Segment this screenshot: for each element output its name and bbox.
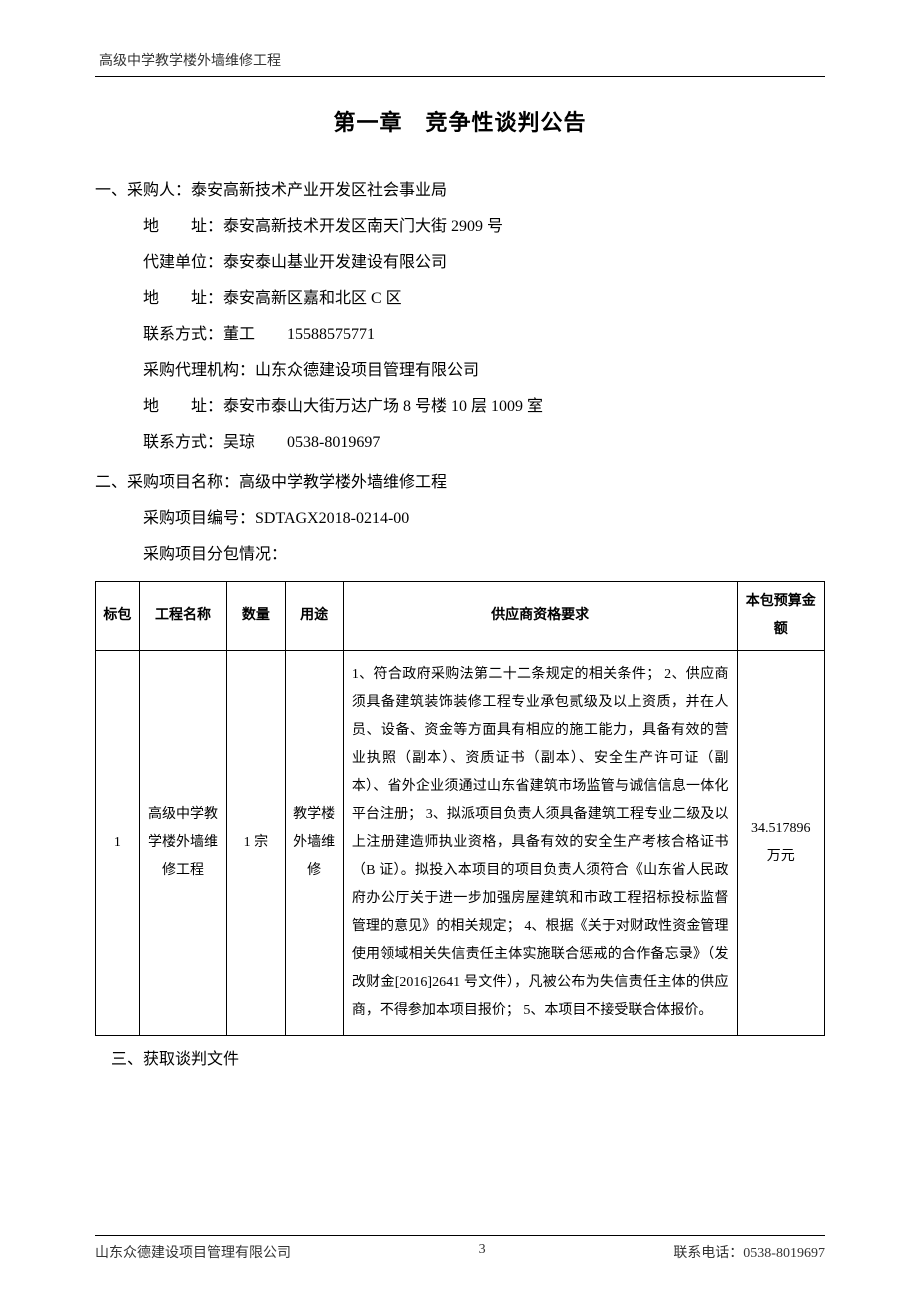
section-3: 三、获取谈判文件 [95,1042,825,1078]
section-1-row: 联系方式：吴琼 0538-8019697 [95,425,825,461]
footer-left: 山东众德建设项目管理有限公司 [95,1242,291,1262]
section-1-row: 代建单位：泰安泰山基业开发建设有限公司 [95,245,825,281]
footer-right: 联系电话：0538-8019697 [673,1242,825,1262]
page-footer: 山东众德建设项目管理有限公司 3 联系电话：0538-8019697 [95,1235,825,1262]
section-3-heading: 三、获取谈判文件 [111,1051,239,1068]
section-1-row: 地 址：泰安高新区嘉和北区 C 区 [95,281,825,317]
cell-budget: 34.517896 万元 [737,651,825,1036]
chapter-title: 第一章 竞争性谈判公告 [95,105,825,137]
section-1-row: 地 址：泰安高新技术开发区南天门大街 2909 号 [95,209,825,245]
section-1-heading: 一、采购人：泰安高新技术产业开发区社会事业局 [95,173,825,209]
cell-qty: 1 宗 [227,651,285,1036]
section-2-row: 采购项目分包情况： [95,537,825,573]
section-1-row: 地 址：泰安市泰山大街万达广场 8 号楼 10 层 1009 室 [95,389,825,425]
cell-use: 教学楼外墙维修 [285,651,343,1036]
footer-page-number: 3 [479,1242,486,1262]
section-1: 一、采购人：泰安高新技术产业开发区社会事业局 地 址：泰安高新技术开发区南天门大… [95,173,825,461]
section-2-heading: 二、采购项目名称：高级中学教学楼外墙维修工程 [95,465,825,501]
th-budget: 本包预算金额 [737,582,825,651]
package-table: 标包 工程名称 数量 用途 供应商资格要求 本包预算金额 1 高级中学教学楼外墙… [95,581,825,1036]
th-name: 工程名称 [139,582,226,651]
table-header-row: 标包 工程名称 数量 用途 供应商资格要求 本包预算金额 [96,582,825,651]
cell-pkg: 1 [96,651,140,1036]
cell-req: 1、符合政府采购法第二十二条规定的相关条件； 2、供应商须具备建筑装饰装修工程专… [343,651,737,1036]
footer-rule [95,1235,825,1236]
header-rule [95,76,825,77]
running-header: 高级中学教学楼外墙维修工程 [95,50,825,70]
th-use: 用途 [285,582,343,651]
section-2: 二、采购项目名称：高级中学教学楼外墙维修工程 采购项目编号：SDTAGX2018… [95,465,825,573]
section-1-row: 联系方式：董工 15588575771 [95,317,825,353]
footer-row: 山东众德建设项目管理有限公司 3 联系电话：0538-8019697 [95,1242,825,1262]
document-page: 高级中学教学楼外墙维修工程 第一章 竞争性谈判公告 一、采购人：泰安高新技术产业… [0,0,920,1302]
th-qty: 数量 [227,582,285,651]
cell-name: 高级中学教学楼外墙维修工程 [139,651,226,1036]
section-2-row: 采购项目编号：SDTAGX2018-0214-00 [95,501,825,537]
section-1-row: 采购代理机构：山东众德建设项目管理有限公司 [95,353,825,389]
table-row: 1 高级中学教学楼外墙维修工程 1 宗 教学楼外墙维修 1、符合政府采购法第二十… [96,651,825,1036]
th-req: 供应商资格要求 [343,582,737,651]
th-pkg: 标包 [96,582,140,651]
